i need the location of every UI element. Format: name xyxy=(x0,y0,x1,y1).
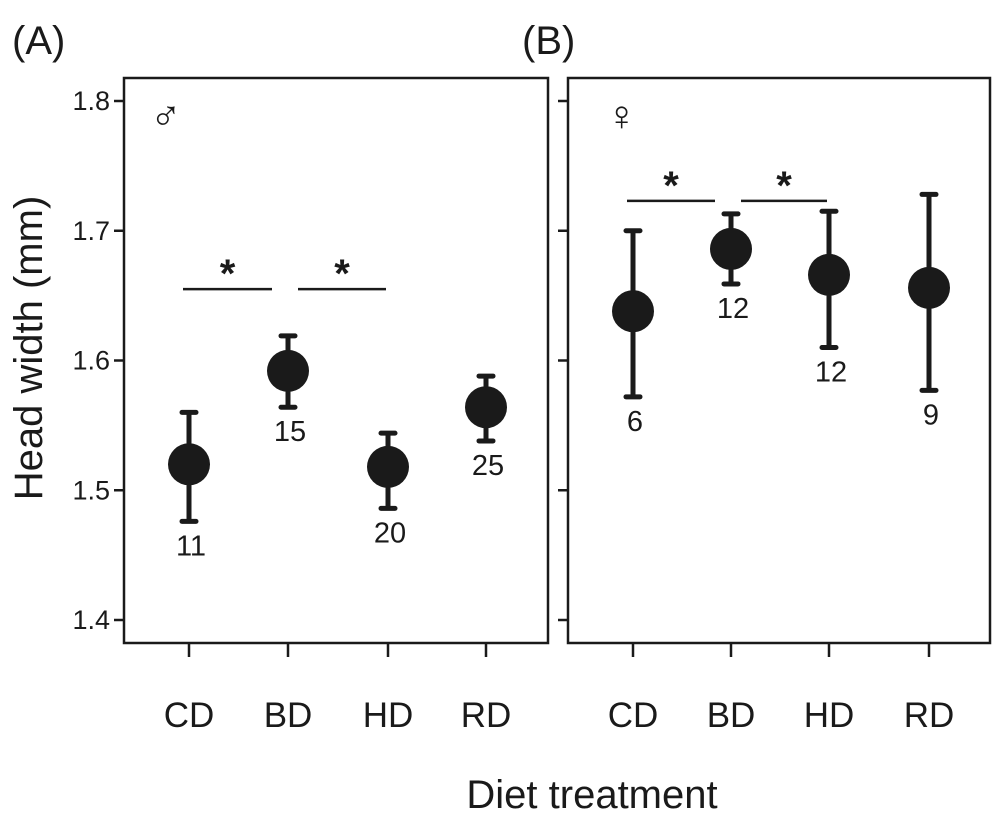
sample-size-label: 12 xyxy=(815,357,847,389)
y-tick-label: 1.7 xyxy=(72,216,110,246)
sample-size-label: 15 xyxy=(274,416,306,448)
sex-symbol: ♂ xyxy=(150,92,182,139)
significance-star: * xyxy=(776,164,792,208)
mean-point xyxy=(710,227,752,270)
x-tick-label: RD xyxy=(904,696,955,735)
x-tick-label: HD xyxy=(363,696,414,735)
panel-label: (B) xyxy=(522,19,575,63)
x-tick-label: CD xyxy=(164,696,215,735)
mean-point xyxy=(808,253,850,296)
x-tick-label: HD xyxy=(804,696,855,735)
y-tick-label: 1.5 xyxy=(72,475,110,505)
sample-size-label: 20 xyxy=(374,517,406,549)
mean-point xyxy=(465,386,507,429)
sample-size-label: 25 xyxy=(472,450,504,482)
y-tick-label: 1.8 xyxy=(72,86,110,116)
panels: (A) ♂ 1.4 1.5 1.6 1.7 1.8 CD BD HD RD * * 11 15 20 25 (B)… xyxy=(12,19,992,735)
significance-star: * xyxy=(663,164,679,208)
y-tick-label: 1.4 xyxy=(72,605,110,635)
significance-star: * xyxy=(334,252,350,296)
mean-point xyxy=(367,445,409,488)
y-tick-label: 1.6 xyxy=(72,346,110,376)
panel-a: (A) ♂ 1.4 1.5 1.6 1.7 1.8 CD BD HD RD * * 11 15 20 25 xyxy=(12,19,550,735)
mean-point xyxy=(168,443,210,486)
panel-b: (B) ♀ CD BD HD RD * * 6 12 12 9 xyxy=(522,19,992,735)
x-axis-title: Diet treatment xyxy=(466,773,717,817)
x-tick-label: BD xyxy=(264,696,313,735)
significance-star: * xyxy=(220,252,236,296)
x-tick-label: RD xyxy=(461,696,512,735)
sample-size-label: 9 xyxy=(923,399,939,431)
mean-point xyxy=(612,290,654,333)
mean-point xyxy=(908,266,950,309)
sample-size-label: 6 xyxy=(627,406,643,438)
y-axis-title: Head width (mm) xyxy=(7,196,51,501)
panel-label: (A) xyxy=(12,19,65,63)
sample-size-label: 11 xyxy=(176,530,206,562)
sex-symbol: ♀ xyxy=(606,92,638,139)
sample-size-label: 12 xyxy=(717,293,749,325)
x-tick-label: BD xyxy=(707,696,756,735)
x-tick-label: CD xyxy=(608,696,659,735)
mean-point xyxy=(267,349,309,392)
